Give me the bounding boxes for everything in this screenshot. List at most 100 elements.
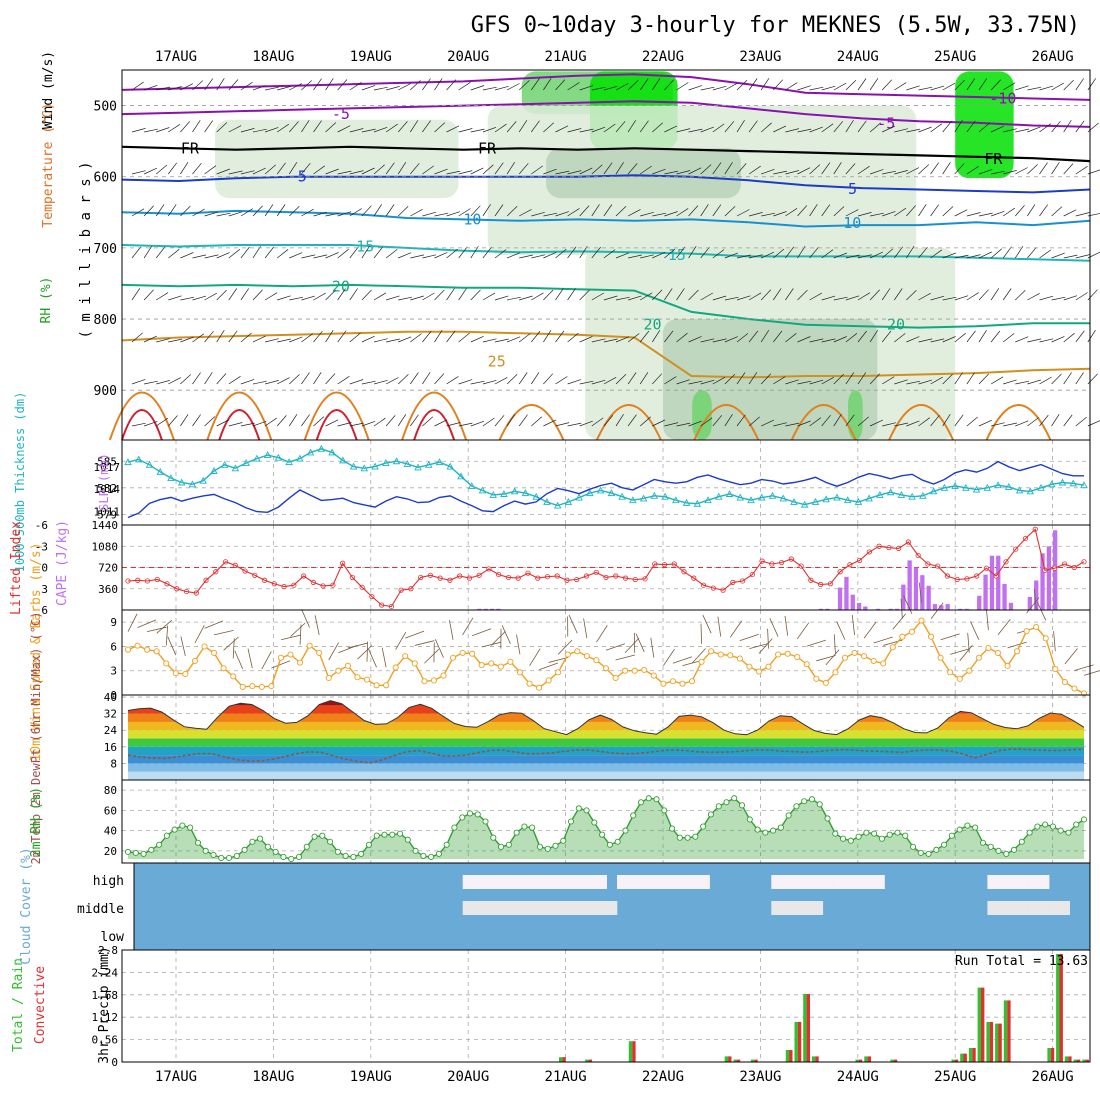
cloud-cell [658, 875, 669, 889]
rh-marker [840, 836, 845, 841]
rh-marker [545, 846, 550, 851]
rh-marker [250, 839, 255, 844]
rh-marker [693, 834, 698, 839]
cloud-cell [987, 901, 998, 915]
cape-bar [1028, 597, 1032, 610]
rh-marker [219, 855, 224, 860]
rh-marker [335, 849, 340, 854]
date-label-top: 18AUG [252, 49, 294, 65]
wind-barb-10m [138, 620, 156, 628]
wind-speed-marker [1034, 624, 1039, 629]
cloud-cell [504, 901, 515, 915]
cloud-level-label: low [101, 930, 125, 945]
contour-label: -5 [332, 105, 350, 123]
li-line [128, 529, 1084, 606]
cape-bar [857, 603, 861, 610]
precip-convective-bar [972, 1048, 975, 1062]
rh-marker [1058, 828, 1063, 833]
wind-speed-marker [221, 666, 226, 671]
wind-speed-marker [202, 644, 207, 649]
rh-marker [895, 830, 900, 835]
rh-marker [397, 831, 402, 836]
wind-speed-marker [1072, 686, 1077, 691]
date-label-bottom: 25AUG [934, 1069, 976, 1085]
rh-marker [926, 851, 931, 856]
wind-speed-marker [536, 685, 541, 690]
wind-barb-10m [517, 635, 520, 655]
date-label-bottom: 23AUG [739, 1069, 781, 1085]
cloud-cell [473, 901, 484, 915]
wind-barb-10m [837, 622, 845, 640]
cloud-cell [792, 901, 803, 915]
temp-band [122, 747, 1090, 755]
wind-barb-10m [950, 649, 969, 655]
wind-barb-10m [195, 625, 204, 643]
temp-band [122, 772, 1090, 780]
rh-tick-label: 80 [104, 784, 117, 797]
wind-speed-marker [345, 663, 350, 668]
precip-tick-label: 0 [111, 1056, 118, 1069]
cloud-cell [576, 875, 587, 889]
wind-speed-marker [546, 678, 551, 683]
precip-convective-bar [562, 1057, 565, 1062]
wind-speed-marker [728, 653, 733, 658]
wind-speed-marker [450, 655, 455, 660]
wind-barb-10m [834, 634, 835, 654]
cloud-cell [813, 875, 824, 889]
cape-bar [844, 577, 848, 610]
wind-speed-marker [259, 684, 264, 689]
rh-marker [1050, 824, 1055, 829]
wind-barb-10m [224, 637, 239, 650]
wind-barb-10m [960, 645, 973, 661]
cloud-level-label: high [93, 874, 124, 889]
cloud-cell [586, 875, 597, 889]
wind-barb-10m [998, 619, 1010, 635]
wind-barb-10m [214, 630, 233, 635]
wind-speed-marker [479, 662, 484, 667]
wind-speed-marker [412, 661, 417, 666]
rh-marker [934, 847, 939, 852]
rh-marker [366, 842, 371, 847]
precip-total-bar [1065, 1056, 1068, 1062]
rh-marker [739, 803, 744, 808]
rh-marker [506, 842, 511, 847]
wind-speed-marker [795, 654, 800, 659]
wind-barb-10m [396, 632, 406, 649]
wind-speed-marker [556, 670, 561, 675]
wind-speed-marker [909, 629, 914, 634]
rh-marker [747, 817, 752, 822]
ylabel-precip-total: Total / Rain [11, 958, 26, 1052]
wind-barb-10m [491, 631, 505, 645]
wind-speed-marker [775, 652, 780, 657]
temp-band [122, 730, 1090, 738]
precip-convective-bar [998, 1024, 1001, 1062]
cloud-cell [1018, 901, 1029, 915]
rh-marker [724, 800, 729, 805]
contour-label: 5 [848, 180, 857, 198]
wind-barb-10m [424, 649, 438, 663]
date-label-top: 26AUG [1032, 49, 1074, 65]
cloud-cell [555, 901, 566, 915]
wind-barb-10m [348, 643, 367, 648]
wind-speed-marker [986, 645, 991, 650]
wind-speed-marker [709, 649, 714, 654]
precip-total-bar [803, 994, 806, 1062]
contour-label: 10 [843, 214, 861, 232]
wind-speed-marker [135, 643, 140, 648]
precip-total-bar [969, 1048, 972, 1062]
wind-speed-marker [747, 664, 752, 669]
rh-marker [654, 797, 659, 802]
cloud-cell [586, 901, 597, 915]
temp-band [122, 763, 1090, 771]
rh-marker [708, 812, 713, 817]
wind-speed-marker [603, 666, 608, 671]
precip-total-bar [986, 1022, 989, 1062]
wind-barb-10m [329, 643, 339, 660]
wind-barb-10m [893, 614, 906, 629]
cloud-cell [668, 875, 679, 889]
rh-patch [546, 148, 741, 198]
precip-convective-bar [728, 1056, 731, 1062]
rh-marker [467, 811, 472, 816]
rh-marker [304, 844, 309, 849]
